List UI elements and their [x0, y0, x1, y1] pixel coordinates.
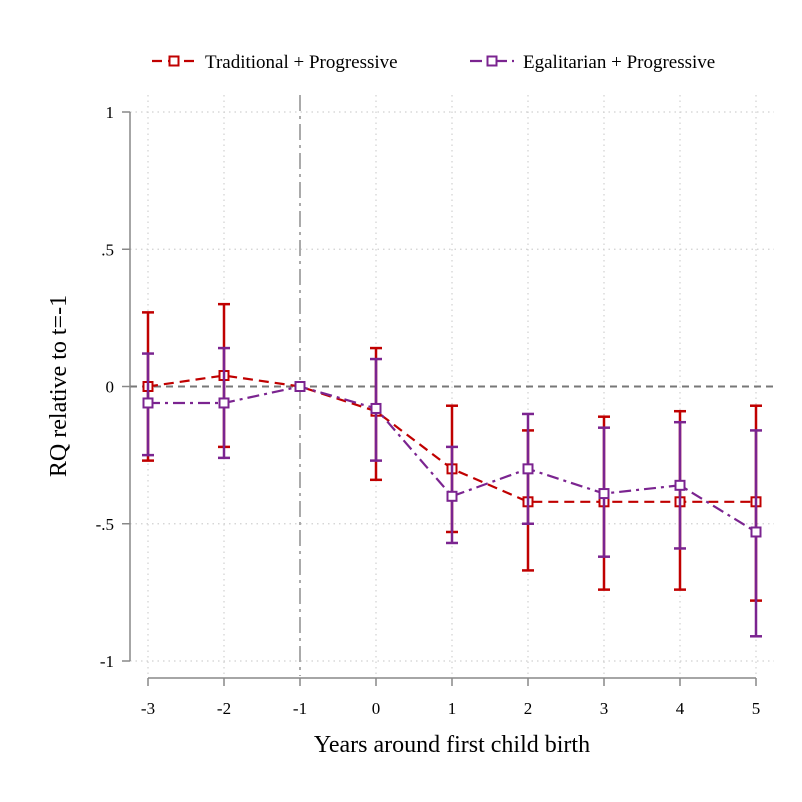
legend-label: Egalitarian + Progressive	[523, 52, 715, 73]
data-point	[218, 397, 230, 409]
legend-marker-swatch	[168, 55, 180, 67]
legend: Traditional + Progressive Egalitarian + P…	[152, 52, 715, 73]
y-tick-label: 1	[106, 103, 115, 122]
series-layer	[142, 302, 762, 638]
legend-label: Traditional + Progressive	[205, 52, 398, 73]
x-tick-label: 1	[448, 699, 457, 718]
x-tick-label: 3	[600, 699, 609, 718]
legend-item-1: Traditional + Progressive	[152, 52, 398, 73]
data-point	[446, 490, 458, 502]
data-point	[370, 402, 382, 414]
data-point	[750, 526, 762, 538]
x-tick-label: -2	[217, 699, 231, 718]
axes: 1 .5 0 -.5 -1 -3 -2 -1 0 1 2 3 4 5	[96, 103, 761, 718]
data-point	[522, 463, 534, 475]
series-2	[142, 346, 762, 638]
y-tick-label: 0	[106, 378, 115, 397]
data-point	[294, 381, 306, 392]
x-axis-title: Years around first child birth	[314, 732, 590, 758]
legend-marker-swatch	[486, 55, 498, 67]
y-tick-label: -1	[100, 652, 114, 671]
data-point	[674, 479, 686, 491]
data-point	[142, 397, 154, 409]
x-tick-label: -1	[293, 699, 307, 718]
series-line	[148, 385, 757, 533]
data-point	[598, 488, 610, 500]
x-tick-label: 2	[524, 699, 533, 718]
y-tick-label: -.5	[96, 515, 114, 534]
y-axis-title: RQ relative to t=-1	[46, 295, 72, 477]
y-tick-label: .5	[101, 240, 114, 259]
x-tick-label: -3	[141, 699, 155, 718]
x-tick-label: 0	[372, 699, 381, 718]
legend-item-2: Egalitarian + Progressive	[470, 52, 715, 73]
x-tick-label: 5	[752, 699, 761, 718]
x-tick-label: 4	[676, 699, 685, 718]
